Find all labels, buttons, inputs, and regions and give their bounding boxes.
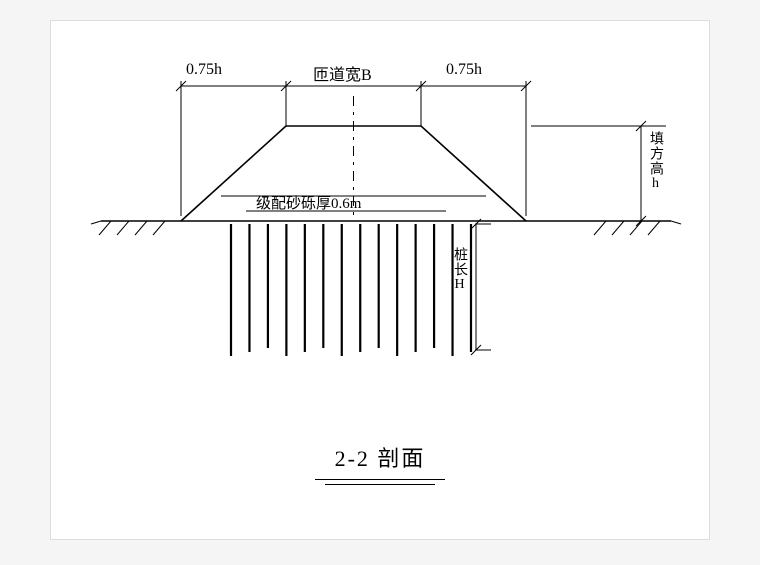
dim-left-slope: 0.75h [186, 61, 222, 79]
diagram-container: 0.75h 匝道宽B 0.75h 级配砂砾厚0.6m 桩长H 填方高h 2-2 … [50, 20, 710, 540]
gravel-layer-label: 级配砂砾厚0.6m [256, 192, 361, 213]
section-title-block: 2-2 剖面 [51, 441, 709, 485]
engineering-drawing [51, 21, 711, 421]
section-title: 2-2 剖面 [335, 441, 426, 473]
fill-height-label: 填方高h [645, 131, 665, 192]
pile-length-label: 桩长H [449, 247, 469, 293]
dim-top-width: 匝道宽B [313, 61, 372, 85]
dim-right-slope: 0.75h [446, 61, 482, 79]
